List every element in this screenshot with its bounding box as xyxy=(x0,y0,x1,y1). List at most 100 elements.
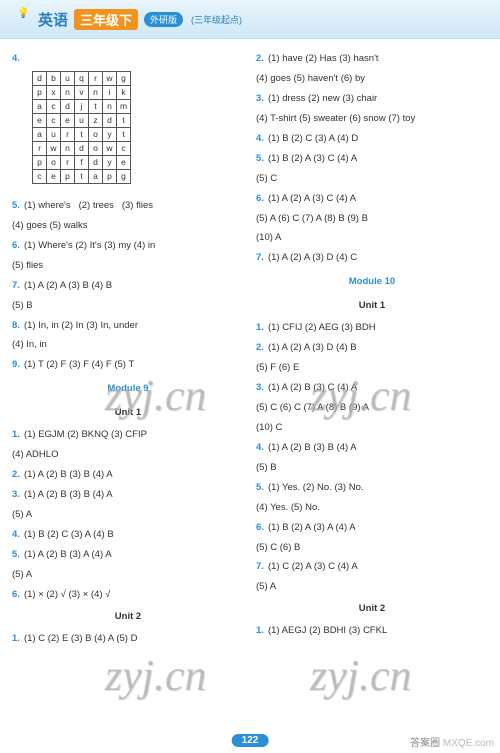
grid-cell: g xyxy=(117,71,131,85)
grid-cell: t xyxy=(117,113,131,127)
m9q4-row: 4.(1) B (2) C (3) A (4) B xyxy=(12,525,244,545)
right-column: 2.(1) have (2) Has (3) hasn't (4) goes (… xyxy=(256,49,488,649)
m10q5-row: 5.(1) Yes. (2) No. (3) No. xyxy=(256,478,488,498)
subject-label: 英语 xyxy=(38,9,68,30)
rq2-row: 2.(1) have (2) Has (3) hasn't xyxy=(256,49,488,69)
grid-cell: t xyxy=(75,169,89,183)
grid-cell: e xyxy=(33,113,47,127)
grid-cell: a xyxy=(33,99,47,113)
rq5-cont: (5) C xyxy=(256,169,488,189)
q4-num: 4. xyxy=(12,53,20,64)
m9q1-cont: (4) ADHLO xyxy=(12,445,244,465)
content-columns: 4. dbuqrwgpxnvnikacdjtnmeceuzdtaurtoytrw… xyxy=(0,39,500,649)
grid-cell: b xyxy=(47,71,61,85)
rq4-row: 4.(1) B (2) C (3) A (4) D xyxy=(256,129,488,149)
m9q3-cont: (5) A xyxy=(12,505,244,525)
grid-cell: z xyxy=(89,113,103,127)
rq6-row: 6.(1) A (2) A (3) C (4) A xyxy=(256,189,488,209)
grid-cell: t xyxy=(117,127,131,141)
grid-cell: c xyxy=(117,141,131,155)
m10q6-cont: (5) C (6) B xyxy=(256,538,488,558)
grid-cell: q xyxy=(75,71,89,85)
grid-cell: w xyxy=(103,141,117,155)
module10-head: Module 10 xyxy=(256,272,488,292)
grid-cell: r xyxy=(61,127,75,141)
grid-cell: o xyxy=(89,141,103,155)
m9q5-cont: (5) A xyxy=(12,565,244,585)
grid-cell: j xyxy=(75,99,89,113)
m10q7-row: 7.(1) C (2) A (3) C (4) A xyxy=(256,557,488,577)
edition-pill: 外研版 xyxy=(144,12,183,27)
q4-row: 4. xyxy=(12,49,244,69)
grid-cell: o xyxy=(47,155,61,169)
unit2-head: Unit 2 xyxy=(12,607,244,627)
m10q3-row: 3.(1) A (2) B (3) C (4) A xyxy=(256,378,488,398)
watermark: zyj.cn xyxy=(105,650,206,701)
grid-cell: d xyxy=(103,113,117,127)
rq5-row: 5.(1) B (2) A (3) C (4) A xyxy=(256,149,488,169)
unit1-head: Unit 1 xyxy=(12,403,244,423)
m9q3-row: 3.(1) A (2) B (3) B (4) A xyxy=(12,485,244,505)
grid-cell: m xyxy=(117,99,131,113)
grid-cell: d xyxy=(61,99,75,113)
page-header: 💡 英语 三年级下 外研版 (三年级起点) xyxy=(0,0,500,39)
m10q6-row: 6.(1) B (2) A (3) A (4) A xyxy=(256,518,488,538)
grid-cell: e xyxy=(61,113,75,127)
grid-cell: o xyxy=(89,127,103,141)
grid-cell: w xyxy=(103,71,117,85)
grid-cell: r xyxy=(89,71,103,85)
m10q1-row: 1.(1) CFIJ (2) AEG (3) BDH xyxy=(256,318,488,338)
grid-cell: d xyxy=(75,141,89,155)
m9q1-row: 1.(1) EGJM (2) BKNQ (3) CFIP xyxy=(12,425,244,445)
m10q4-cont: (5) B xyxy=(256,458,488,478)
grid-cell: t xyxy=(75,127,89,141)
grid-cell: e xyxy=(47,169,61,183)
rq6-cont2: (10) A xyxy=(256,228,488,248)
grid-cell: d xyxy=(33,71,47,85)
m10q3-cont2: (10) C xyxy=(256,418,488,438)
grid-cell: e xyxy=(117,155,131,169)
grid-cell: v xyxy=(75,85,89,99)
grid-cell: u xyxy=(75,113,89,127)
grid-cell: a xyxy=(89,169,103,183)
rq2-cont: (4) goes (5) haven't (6) by xyxy=(256,69,488,89)
letter-grid-wrap: dbuqrwgpxnvnikacdjtnmeceuzdtaurtoytrwndo… xyxy=(12,69,131,188)
grid-cell: p xyxy=(61,169,75,183)
grid-cell: d xyxy=(89,155,103,169)
m10q5-cont: (4) Yes. (5) No. xyxy=(256,498,488,518)
ru2q1-row: 1.(1) AEGJ (2) BDHI (3) CFKL xyxy=(256,621,488,641)
q8-row: 8.(1) In, in (2) In (3) In, under xyxy=(12,316,244,336)
grid-cell: r xyxy=(33,141,47,155)
r-unit1-head: Unit 1 xyxy=(256,296,488,316)
m10q2-row: 2.(1) A (2) A (3) D (4) B xyxy=(256,338,488,358)
m9q2-row: 2.(1) A (2) B (3) B (4) A xyxy=(12,465,244,485)
grid-cell: a xyxy=(33,127,47,141)
m9q6-row: 6.(1) × (2) √ (3) × (4) √ xyxy=(12,585,244,605)
grid-cell: p xyxy=(33,85,47,99)
q5-row: 5.(1) where's (2) trees (3) flies xyxy=(12,196,244,216)
watermark: zyj.cn xyxy=(310,650,411,701)
grid-cell: c xyxy=(33,169,47,183)
rq7-row: 7.(1) A (2) A (3) D (4) C xyxy=(256,248,488,268)
grid-cell: y xyxy=(103,155,117,169)
grid-cell: p xyxy=(103,169,117,183)
grid-cell: u xyxy=(61,71,75,85)
q6-row: 6.(1) Where's (2) It's (3) my (4) in xyxy=(12,236,244,256)
m10q4-row: 4.(1) A (2) B (3) B (4) A xyxy=(256,438,488,458)
bulb-icon: 💡 xyxy=(14,8,32,30)
sub-label: (三年级起点) xyxy=(191,13,242,26)
grid-cell: r xyxy=(61,155,75,169)
letter-grid: dbuqrwgpxnvnikacdjtnmeceuzdtaurtoytrwndo… xyxy=(32,71,131,184)
u2q1-row: 1.(1) C (2) E (3) B (4) A (5) D xyxy=(12,629,244,649)
grid-cell: n xyxy=(103,99,117,113)
grid-cell: x xyxy=(47,85,61,99)
m10q2-cont: (5) F (6) E xyxy=(256,358,488,378)
m10q3-cont: (5) C (6) C (7) A (8) B (9) A xyxy=(256,398,488,418)
grid-cell: n xyxy=(61,85,75,99)
grid-cell: c xyxy=(47,113,61,127)
grade-label: 三年级下 xyxy=(74,9,138,30)
m9q5-row: 5.(1) A (2) B (3) A (4) A xyxy=(12,545,244,565)
grid-cell: g xyxy=(117,169,131,183)
q6-cont: (5) flies xyxy=(12,256,244,276)
grid-cell: c xyxy=(47,99,61,113)
